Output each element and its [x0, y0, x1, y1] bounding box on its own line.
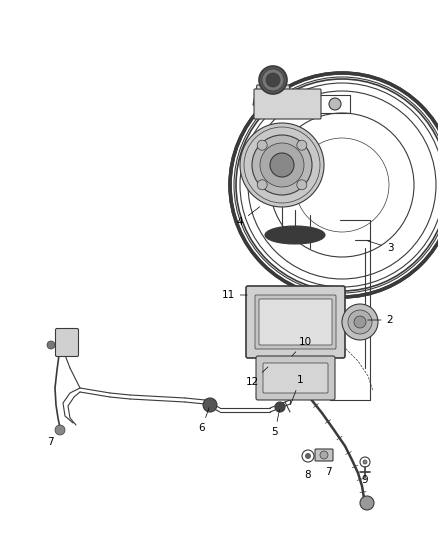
- Text: 2: 2: [368, 315, 393, 325]
- Circle shape: [297, 140, 307, 150]
- Circle shape: [252, 135, 312, 195]
- Circle shape: [203, 398, 217, 412]
- FancyBboxPatch shape: [259, 299, 332, 345]
- Circle shape: [259, 66, 287, 94]
- Text: 6: 6: [199, 408, 209, 433]
- Circle shape: [348, 310, 372, 334]
- Circle shape: [257, 180, 267, 190]
- Circle shape: [320, 451, 328, 459]
- Circle shape: [55, 425, 65, 435]
- FancyBboxPatch shape: [256, 356, 335, 400]
- Ellipse shape: [265, 226, 325, 244]
- Circle shape: [329, 98, 341, 110]
- Polygon shape: [253, 85, 293, 105]
- Circle shape: [47, 341, 55, 349]
- Text: 1: 1: [291, 375, 303, 403]
- Circle shape: [363, 460, 367, 464]
- Text: 8: 8: [305, 470, 311, 480]
- Text: 7: 7: [47, 437, 53, 447]
- Text: 9: 9: [362, 475, 368, 485]
- Text: 11: 11: [221, 290, 247, 300]
- Circle shape: [305, 454, 311, 458]
- Circle shape: [360, 496, 374, 510]
- Circle shape: [354, 316, 366, 328]
- FancyBboxPatch shape: [56, 328, 78, 357]
- FancyBboxPatch shape: [255, 295, 336, 349]
- Circle shape: [342, 304, 378, 340]
- FancyBboxPatch shape: [254, 89, 321, 119]
- Circle shape: [262, 69, 284, 91]
- Circle shape: [297, 180, 307, 190]
- FancyBboxPatch shape: [263, 363, 328, 393]
- Text: 7: 7: [325, 467, 331, 477]
- Circle shape: [270, 153, 294, 177]
- Text: 3: 3: [367, 241, 393, 253]
- FancyBboxPatch shape: [246, 286, 345, 358]
- Text: 12: 12: [245, 367, 268, 387]
- Circle shape: [240, 123, 324, 207]
- Text: 5: 5: [272, 410, 279, 437]
- FancyBboxPatch shape: [315, 449, 333, 461]
- Text: 10: 10: [292, 337, 311, 356]
- Circle shape: [257, 140, 267, 150]
- Circle shape: [275, 402, 285, 412]
- Circle shape: [266, 73, 280, 87]
- Circle shape: [260, 143, 304, 187]
- Text: 4: 4: [237, 207, 260, 227]
